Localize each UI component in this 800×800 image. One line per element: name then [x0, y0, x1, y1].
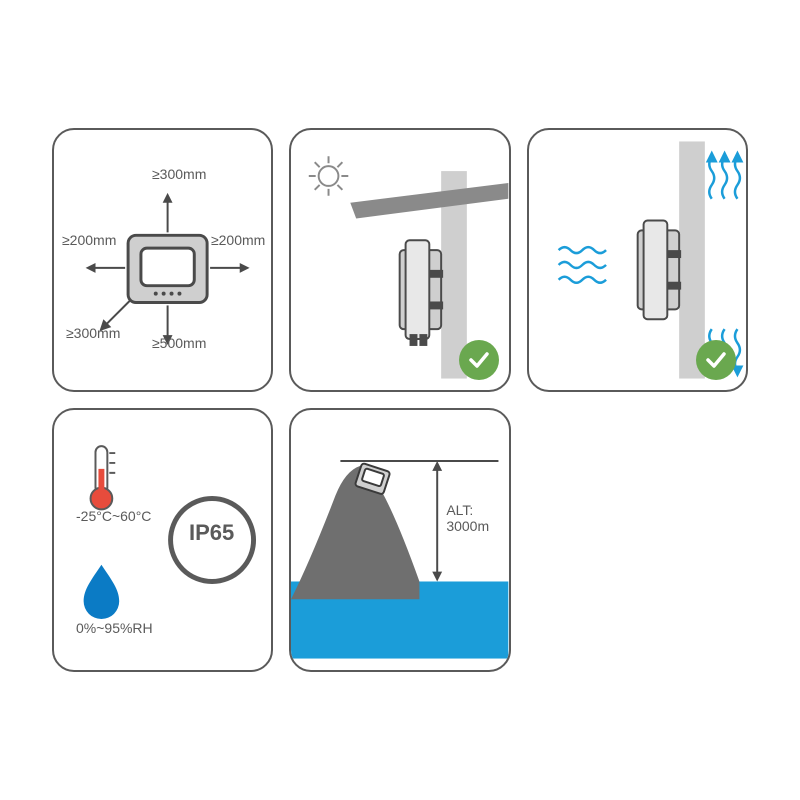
panel-altitude: ALT: 3000m — [289, 408, 510, 672]
check-icon — [459, 340, 499, 380]
temperature-label: -25°C~60°C — [76, 508, 151, 524]
clearance-front-label: ≥300mm — [66, 325, 120, 341]
panel-clearance: ≥300mm ≥200mm ≥200mm ≥500mm ≥300mm — [52, 128, 273, 392]
panel-ventilation — [527, 128, 748, 392]
clearance-bottom-label: ≥500mm — [152, 335, 206, 351]
clearance-top-label: ≥300mm — [152, 166, 206, 182]
panel-shade — [289, 128, 510, 392]
clearance-right-label: ≥200mm — [211, 232, 265, 248]
panel-environment: -25°C~60°C 0%~95%RH IP65 — [52, 408, 273, 672]
ip-rating-label: IP65 — [189, 520, 234, 546]
clearance-left-label: ≥200mm — [62, 232, 116, 248]
check-icon — [696, 340, 736, 380]
altitude-label: ALT: 3000m — [446, 502, 508, 534]
altitude-diagram — [291, 410, 508, 670]
airflow-waves — [558, 247, 605, 283]
spec-panels-grid: ≥300mm ≥200mm ≥200mm ≥500mm ≥300mm — [0, 0, 800, 800]
humidity-label: 0%~95%RH — [76, 620, 153, 636]
thermometer-icon — [91, 446, 116, 509]
water-drop-icon — [84, 565, 120, 619]
panel-empty — [527, 408, 748, 672]
